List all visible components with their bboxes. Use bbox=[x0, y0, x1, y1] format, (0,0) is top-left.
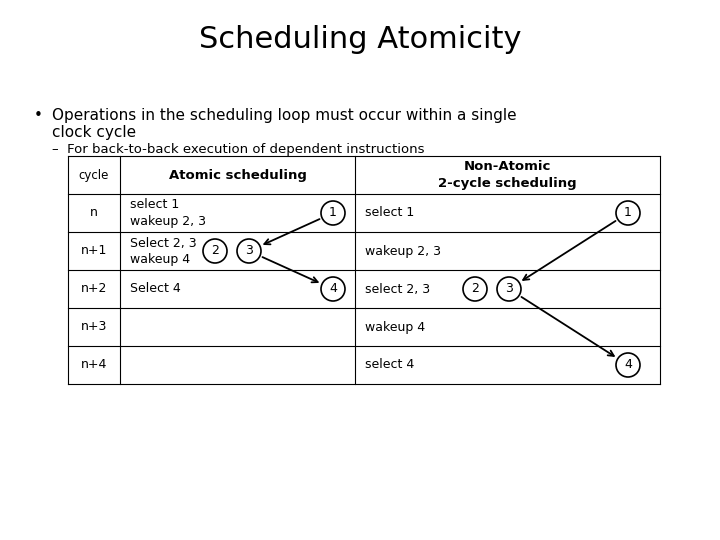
Text: Select 4: Select 4 bbox=[130, 282, 181, 295]
Text: 4: 4 bbox=[624, 359, 632, 372]
Circle shape bbox=[237, 239, 261, 263]
Circle shape bbox=[497, 277, 521, 301]
Text: clock cycle: clock cycle bbox=[52, 125, 136, 140]
Text: 2: 2 bbox=[211, 245, 219, 258]
Text: 1: 1 bbox=[329, 206, 337, 219]
Text: select 4: select 4 bbox=[365, 359, 414, 372]
Circle shape bbox=[321, 201, 345, 225]
Circle shape bbox=[463, 277, 487, 301]
Text: Non-Atomic
2-cycle scheduling: Non-Atomic 2-cycle scheduling bbox=[438, 160, 577, 190]
Circle shape bbox=[321, 277, 345, 301]
Text: wakeup 4: wakeup 4 bbox=[365, 321, 425, 334]
Text: •: • bbox=[34, 108, 42, 123]
Text: n+2: n+2 bbox=[81, 282, 107, 295]
Text: 3: 3 bbox=[505, 282, 513, 295]
Text: select 1: select 1 bbox=[365, 206, 414, 219]
Text: 2: 2 bbox=[471, 282, 479, 295]
Text: select 2, 3: select 2, 3 bbox=[365, 282, 430, 295]
Text: select 1
wakeup 2, 3: select 1 wakeup 2, 3 bbox=[130, 199, 206, 227]
Text: 3: 3 bbox=[245, 245, 253, 258]
Circle shape bbox=[203, 239, 227, 263]
Text: Operations in the scheduling loop must occur within a single: Operations in the scheduling loop must o… bbox=[52, 108, 517, 123]
Circle shape bbox=[616, 353, 640, 377]
Text: Atomic scheduling: Atomic scheduling bbox=[168, 168, 307, 181]
Circle shape bbox=[616, 201, 640, 225]
Text: –  For back-to-back execution of dependent instructions: – For back-to-back execution of dependen… bbox=[52, 143, 425, 156]
Text: Select 2, 3
wakeup 4: Select 2, 3 wakeup 4 bbox=[130, 237, 197, 266]
Text: n: n bbox=[90, 206, 98, 219]
Text: n+3: n+3 bbox=[81, 321, 107, 334]
Text: n+1: n+1 bbox=[81, 245, 107, 258]
Text: n+4: n+4 bbox=[81, 359, 107, 372]
Text: 4: 4 bbox=[329, 282, 337, 295]
Text: wakeup 2, 3: wakeup 2, 3 bbox=[365, 245, 441, 258]
Text: cycle: cycle bbox=[78, 168, 109, 181]
Text: Scheduling Atomicity: Scheduling Atomicity bbox=[199, 25, 521, 55]
Text: 1: 1 bbox=[624, 206, 632, 219]
